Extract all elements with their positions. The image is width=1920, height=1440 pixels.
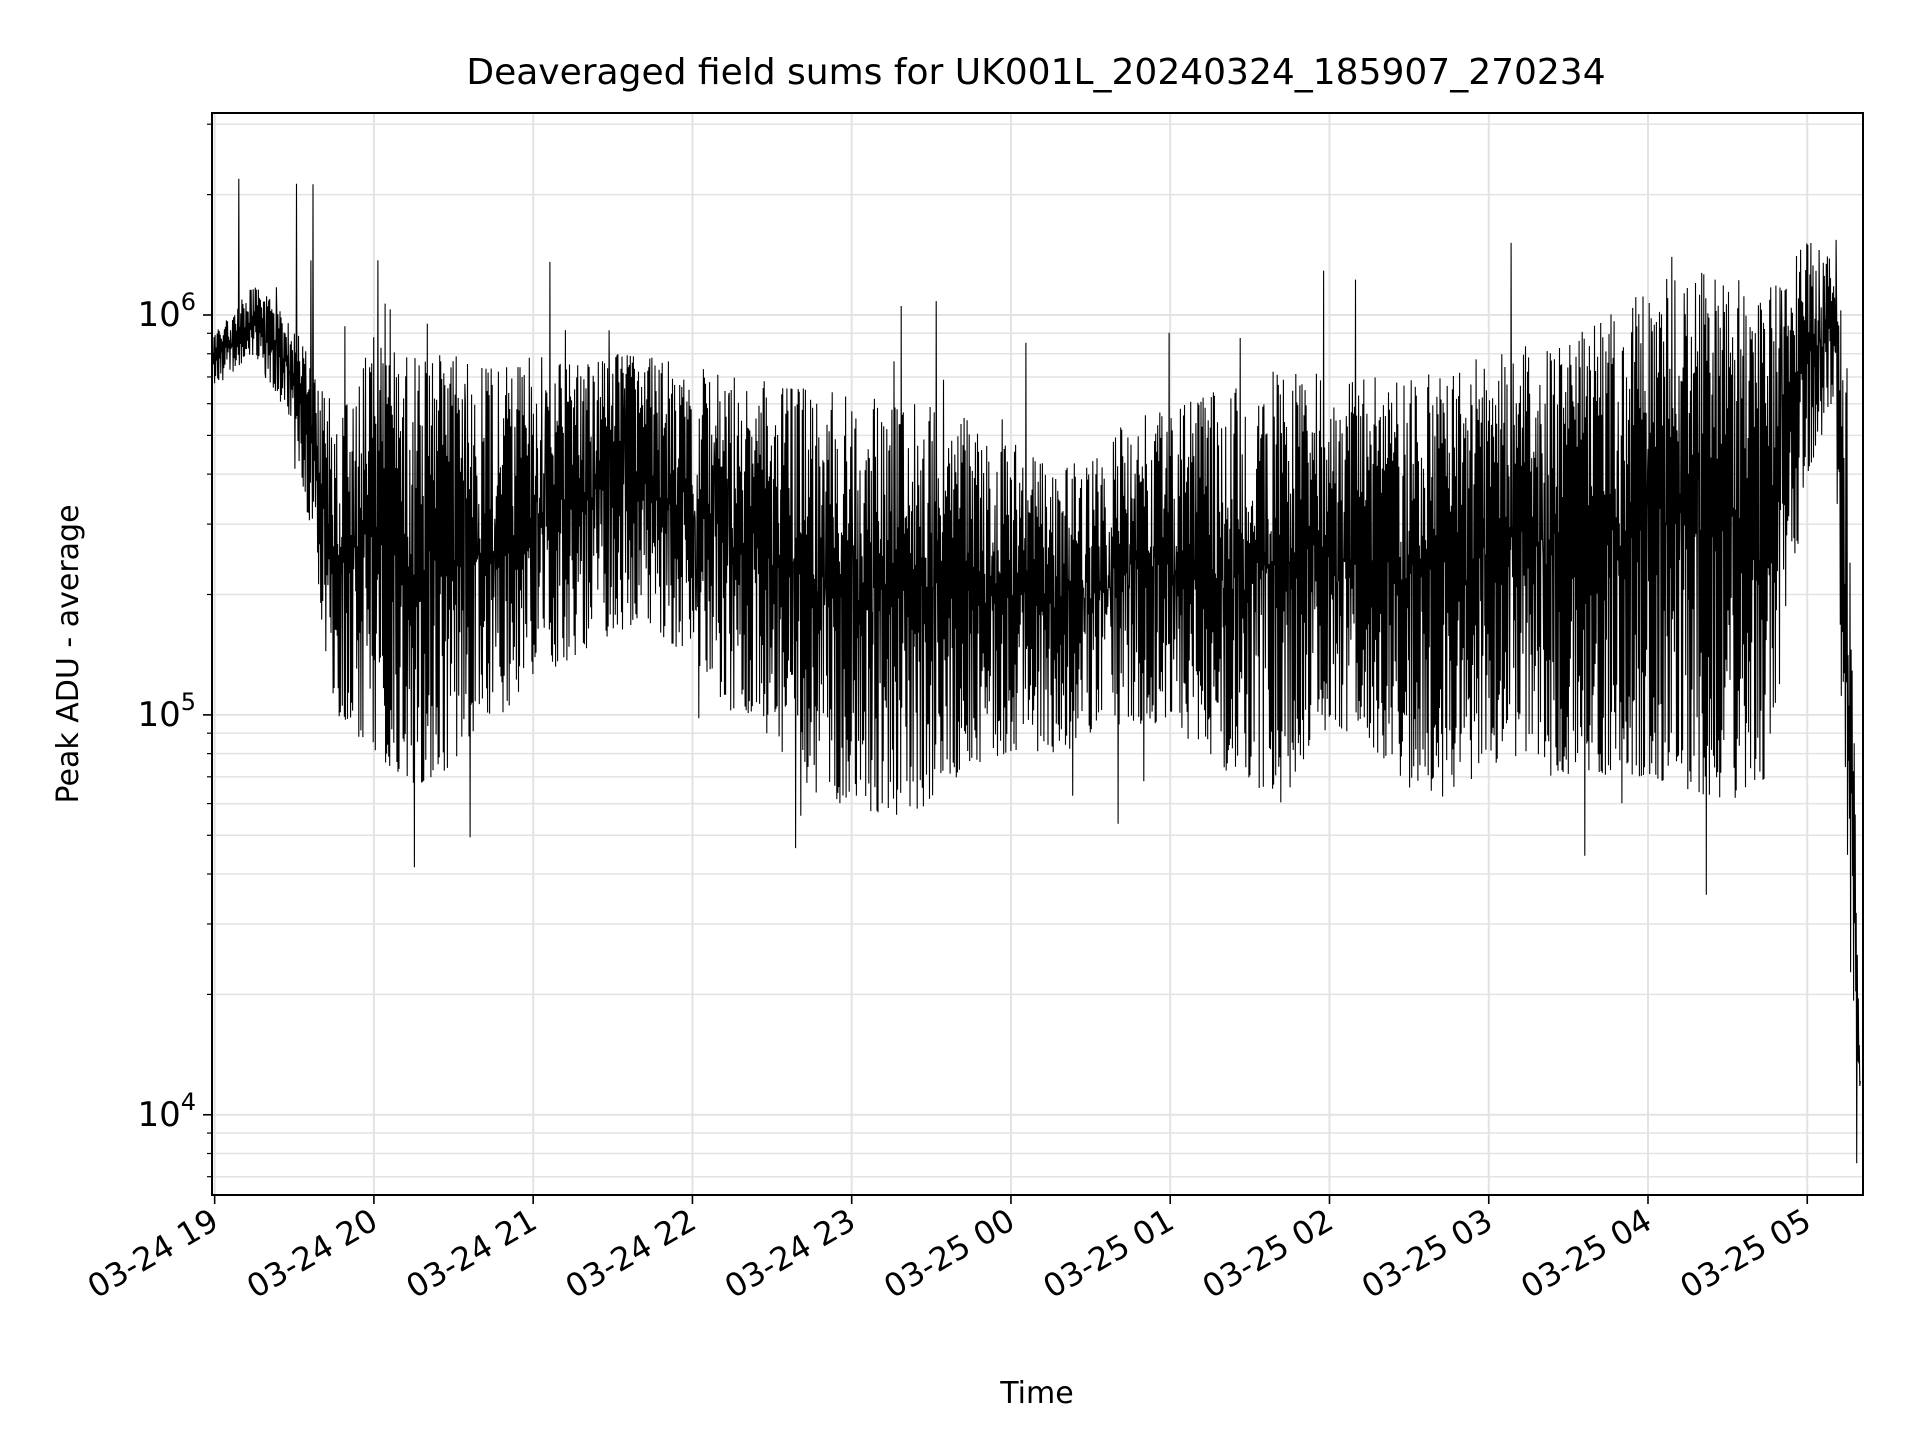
plot-frame <box>211 112 1864 1196</box>
x-axis-label: Time <box>999 1376 1073 1411</box>
data-series <box>211 178 1861 1164</box>
y-axis-label: Peak ADU - average <box>51 504 86 803</box>
y-tick-label: 106 <box>137 288 196 335</box>
y-tick-label: 105 <box>137 688 196 735</box>
y-tick-label: 104 <box>137 1088 196 1135</box>
data-line <box>211 178 1861 1164</box>
chart-title: Deaveraged field sums for UK001L_2024032… <box>466 52 1605 93</box>
